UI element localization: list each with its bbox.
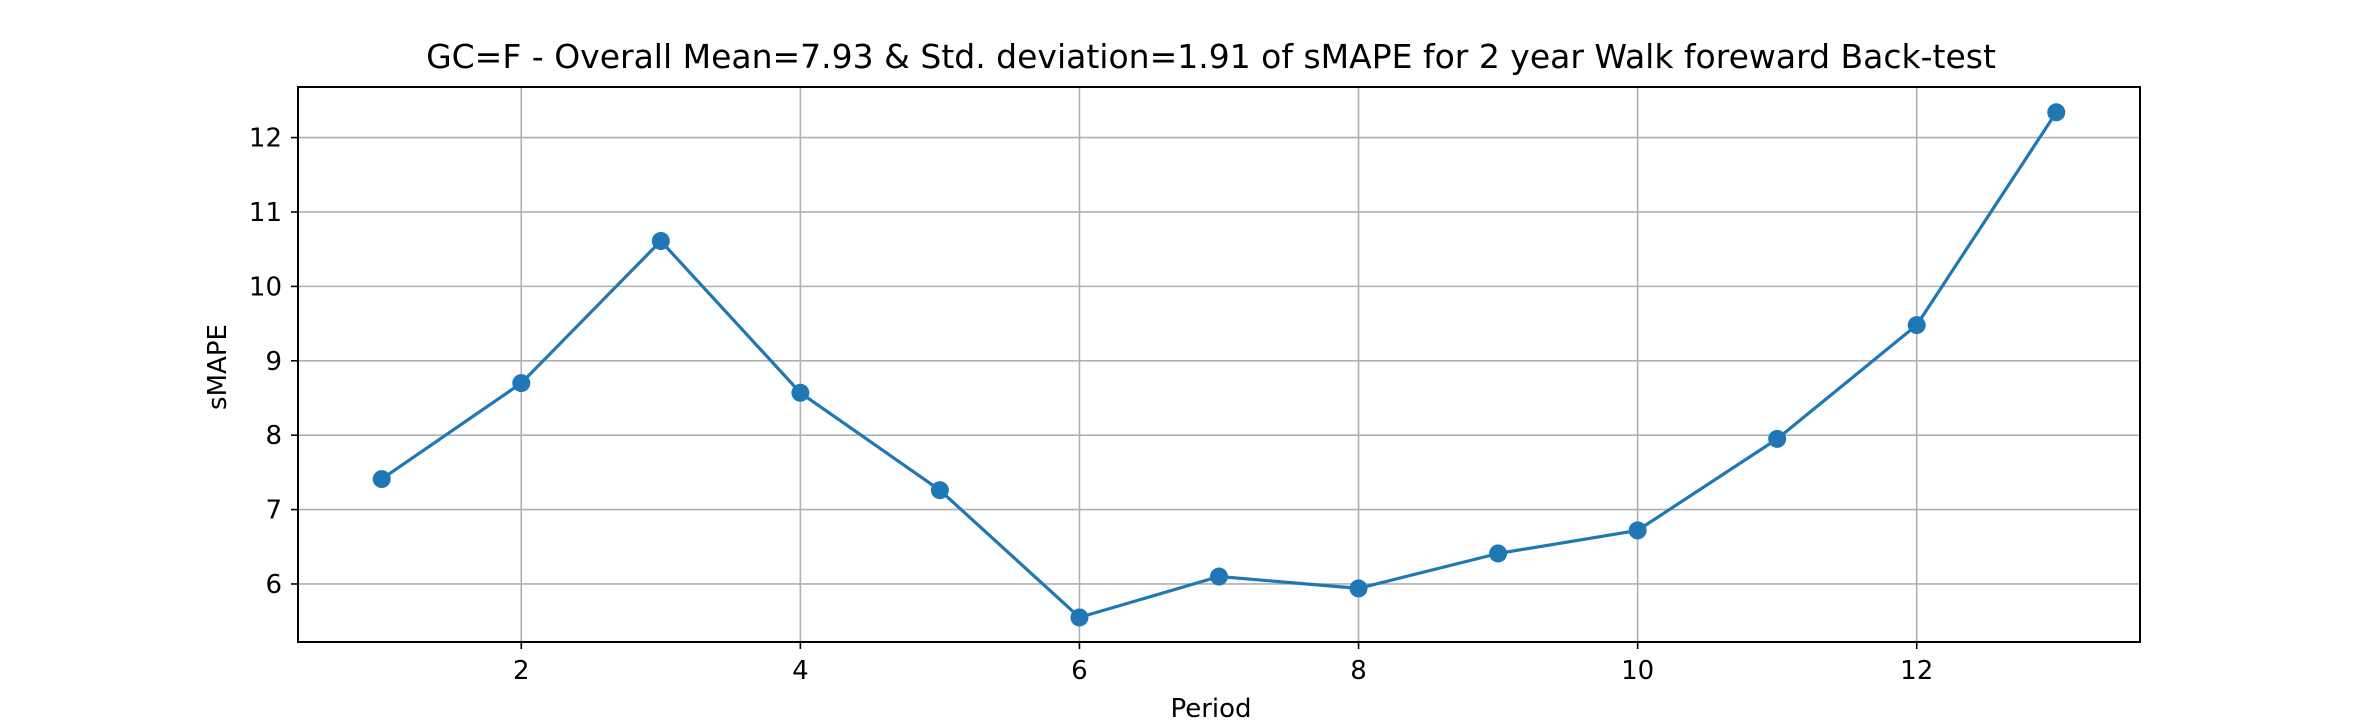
data-point: [372, 470, 391, 489]
data-point: [1349, 579, 1368, 598]
data-point: [1210, 567, 1228, 586]
chart-title: GC=F - Overall Mean=7.93 & Std. deviatio…: [426, 37, 1996, 76]
data-point: [651, 232, 670, 251]
series-layer: [372, 103, 2066, 627]
data-point: [1489, 544, 1508, 563]
x-axis-label: Period: [1170, 694, 1251, 720]
tick-layer: 2 4 6 8 10 12 6 7 8 9 10 11 12: [249, 124, 1933, 686]
x-tick-label: 4: [792, 656, 809, 686]
data-point: [512, 374, 531, 393]
data-point: [2047, 103, 2066, 122]
data-point: [1768, 429, 1787, 448]
plot-frame: [297, 86, 2141, 643]
y-tick-label: 12: [249, 124, 282, 154]
x-tick-label: 2: [513, 656, 530, 686]
x-tick-label: 12: [1900, 656, 1933, 686]
data-point: [1907, 316, 1926, 335]
y-tick-label: 6: [265, 570, 282, 600]
grid-lines: [298, 87, 2140, 642]
y-axis-label: sMAPE: [203, 324, 233, 410]
data-point: [1070, 608, 1089, 627]
y-tick-label: 7: [265, 496, 282, 526]
data-point: [1628, 521, 1647, 540]
y-tick-label: 10: [249, 272, 282, 302]
x-tick-label: 10: [1621, 656, 1654, 686]
x-tick-label: 8: [1350, 656, 1367, 686]
y-tick-label: 9: [265, 347, 282, 377]
y-tick-label: 8: [265, 421, 282, 451]
data-point: [930, 481, 949, 500]
x-tick-label: 6: [1071, 656, 1088, 686]
data-point: [791, 383, 810, 402]
y-tick-label: 11: [249, 198, 282, 228]
